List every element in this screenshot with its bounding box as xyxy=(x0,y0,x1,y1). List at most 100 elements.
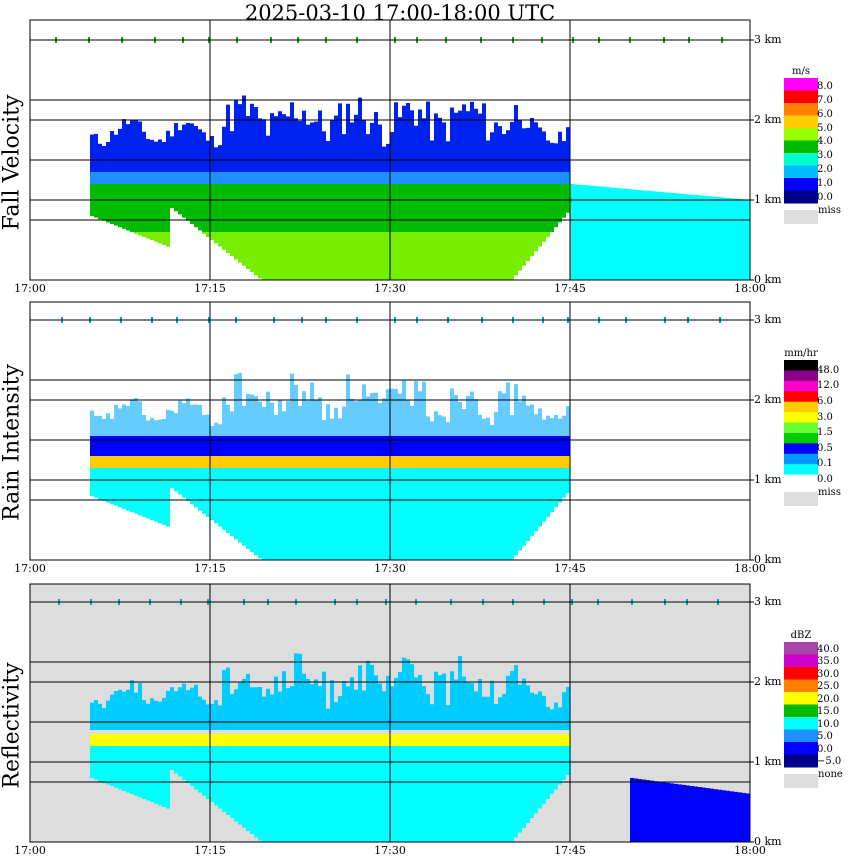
data-cell xyxy=(454,395,458,448)
data-cell xyxy=(554,468,558,508)
data-cell xyxy=(414,125,418,172)
legend-label: 25.0 xyxy=(817,681,840,692)
data-cell xyxy=(202,172,206,184)
data-cell xyxy=(194,404,198,448)
data-cell xyxy=(238,734,242,746)
data-cell xyxy=(178,172,182,184)
data-cell xyxy=(478,456,482,468)
legend-label: 7.0 xyxy=(817,94,833,106)
data-cell xyxy=(498,697,502,730)
data-cell xyxy=(434,172,438,184)
data-cell xyxy=(294,172,298,184)
data-cell xyxy=(226,172,230,184)
data-cell xyxy=(162,456,166,468)
data-cell xyxy=(346,456,350,468)
data-cell xyxy=(514,468,518,556)
data-cell xyxy=(538,127,542,172)
data-cell xyxy=(442,122,446,172)
data-cell xyxy=(206,746,210,799)
legend-unit: mm/hr xyxy=(784,348,818,359)
data-cell xyxy=(278,734,282,746)
data-cell xyxy=(258,401,262,448)
data-cell xyxy=(146,138,150,172)
data-cell xyxy=(450,671,454,730)
data-cell xyxy=(162,746,166,807)
data-cell xyxy=(238,104,242,172)
data-cell xyxy=(486,140,490,172)
data-cell xyxy=(226,436,230,460)
data-cell xyxy=(102,172,106,184)
data-cell xyxy=(146,172,150,184)
data-cell xyxy=(362,119,366,172)
data-cell xyxy=(158,436,162,460)
data-cell xyxy=(186,398,190,448)
data-cell xyxy=(442,468,446,560)
data-cell xyxy=(450,388,454,448)
data-cell xyxy=(462,104,466,172)
data-cell xyxy=(390,686,394,730)
data-cell xyxy=(350,468,354,560)
data-cell xyxy=(514,172,518,184)
data-cell xyxy=(562,141,566,172)
data-cell xyxy=(290,102,294,172)
data-cell xyxy=(234,374,238,448)
data-cell xyxy=(622,188,626,280)
data-cell xyxy=(686,194,690,280)
data-cell xyxy=(246,172,250,184)
data-cell xyxy=(362,468,366,560)
data-cell xyxy=(370,664,374,730)
data-cell xyxy=(302,673,306,730)
data-cell xyxy=(266,135,270,172)
data-cell xyxy=(406,734,410,746)
data-cell xyxy=(162,418,166,448)
data-cell xyxy=(330,172,334,184)
data-cell xyxy=(102,746,106,783)
data-cell xyxy=(210,456,214,468)
data-cell xyxy=(318,468,322,560)
data-cell xyxy=(494,412,498,448)
data-cell xyxy=(226,746,230,815)
data-cell xyxy=(434,746,438,842)
data-cell xyxy=(746,199,750,280)
data-cell xyxy=(402,172,406,184)
data-cell xyxy=(322,456,326,468)
data-cell xyxy=(506,468,510,560)
data-cell xyxy=(718,197,722,280)
data-cell xyxy=(138,746,142,798)
data-cell xyxy=(406,399,410,448)
data-cell xyxy=(494,122,498,172)
data-cell xyxy=(734,198,738,280)
data-cell xyxy=(178,130,182,172)
data-cell xyxy=(554,184,558,228)
data-cell xyxy=(90,456,94,468)
legend-swatch xyxy=(784,103,818,116)
data-cell xyxy=(366,468,370,560)
legend-swatch xyxy=(784,153,818,166)
plot-frame xyxy=(29,583,751,843)
data-cell xyxy=(302,746,306,842)
data-cell xyxy=(294,456,298,468)
data-cell xyxy=(330,456,334,468)
data-cell xyxy=(378,734,382,746)
data-cell xyxy=(454,734,458,746)
data-cell xyxy=(486,436,490,460)
data-cell xyxy=(374,734,378,746)
data-cell xyxy=(262,232,266,280)
data-cell xyxy=(338,232,342,280)
legend-swatch xyxy=(784,422,818,434)
legend-label: 0.0 xyxy=(817,474,833,485)
data-cell xyxy=(494,468,498,560)
data-cell xyxy=(270,113,274,172)
data-cell xyxy=(466,456,470,468)
data-cell xyxy=(638,779,642,842)
data-cell xyxy=(542,232,546,242)
data-cell xyxy=(210,436,214,460)
data-cell xyxy=(446,422,450,448)
data-cell xyxy=(114,404,118,448)
data-cell xyxy=(526,734,530,746)
data-cell xyxy=(110,131,114,172)
data-cell xyxy=(666,782,670,842)
data-cell xyxy=(342,172,346,184)
data-cell xyxy=(334,746,338,842)
